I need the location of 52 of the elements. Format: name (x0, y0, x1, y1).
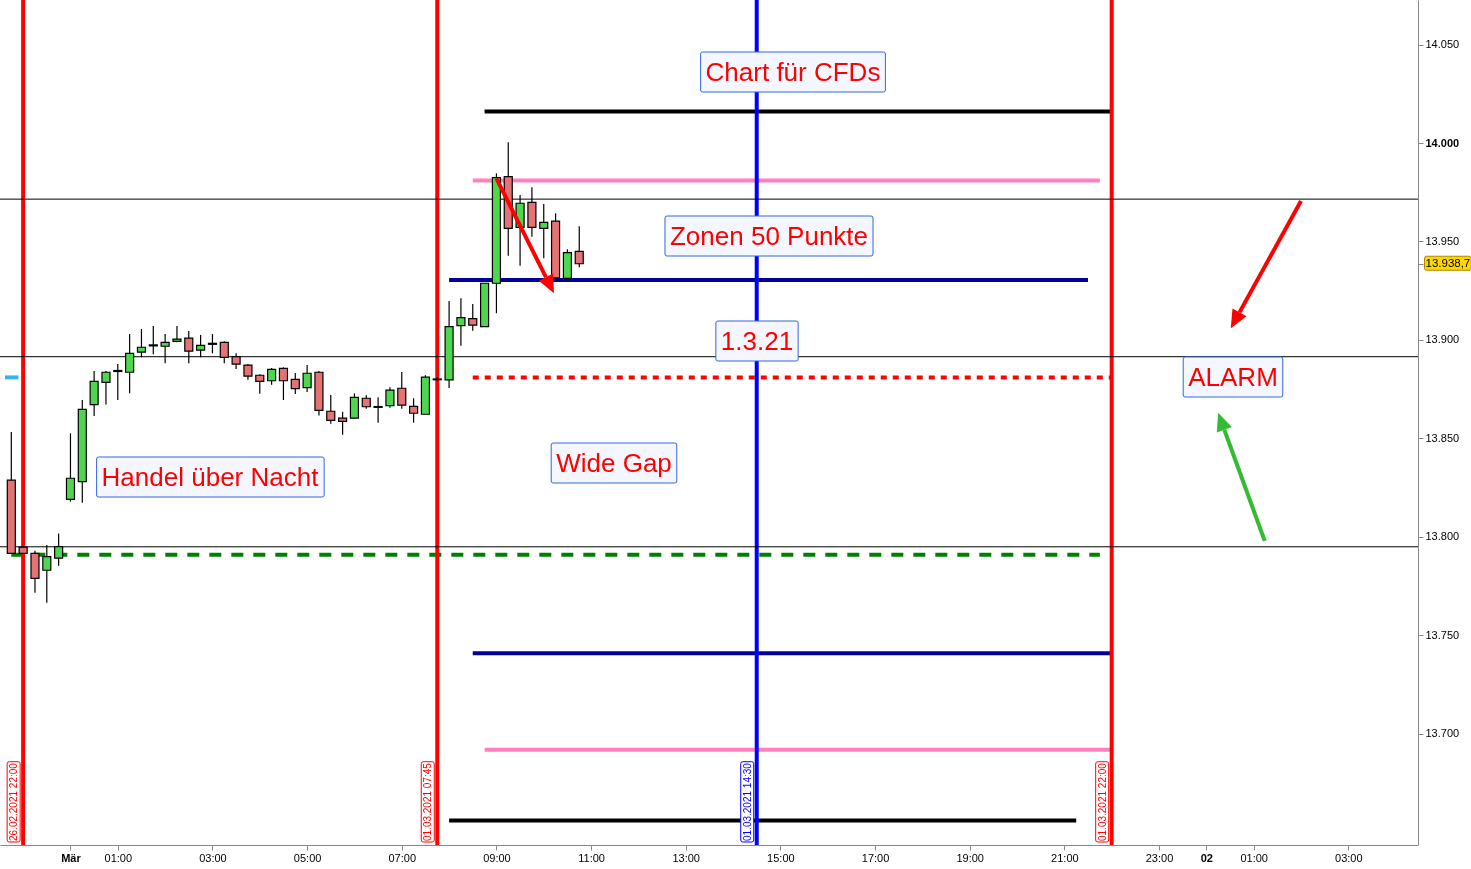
x-tick-label: 03:00 (1335, 851, 1363, 864)
candlestick (302, 364, 312, 393)
y-tick-label: 13.900 (1425, 333, 1460, 346)
y-tick-label: 13.800 (1425, 530, 1460, 543)
candlestick (278, 366, 289, 401)
y-tick-label: 13.750 (1425, 628, 1460, 641)
candlestick (338, 411, 348, 436)
x-tick-label: 21:00 (1051, 851, 1079, 864)
candlestick (574, 225, 584, 268)
x-tick-label: 03:00 (199, 851, 227, 864)
candlestick (148, 325, 158, 355)
x-tick-label: Mär (61, 851, 82, 864)
candlestick (373, 396, 383, 424)
candlestick (290, 372, 300, 395)
candlestick (113, 363, 123, 401)
candlestick (89, 370, 99, 417)
candlestick (326, 394, 336, 425)
candlestick (349, 392, 360, 419)
x-tick-label: 13:00 (672, 851, 700, 864)
candlestick (385, 386, 395, 409)
x-tick-label: 23:00 (1145, 851, 1174, 864)
x-tick-label: 07:00 (388, 851, 417, 864)
x-tick-label: 09:00 (483, 851, 511, 864)
x-tick-label: 01:00 (1240, 851, 1268, 864)
y-tick-label: 14.000 (1425, 136, 1460, 149)
candlestick (539, 203, 549, 259)
candlestick (397, 371, 407, 410)
y-tick-label: 14.050 (1425, 38, 1460, 51)
x-tick-label: 19:00 (956, 851, 984, 864)
annotation: Zonen 50 Punkte (669, 221, 869, 251)
x-tick-label: 17:00 (861, 851, 890, 864)
candlestick (65, 432, 76, 503)
candlestick (409, 397, 419, 424)
annotation: Wide Gap (556, 448, 672, 478)
y-tick-label: 13.850 (1425, 431, 1460, 444)
candlestick (101, 370, 111, 406)
candlestick (172, 325, 182, 343)
y-tick-label: 13.950 (1425, 234, 1460, 247)
annotation: ALARM (1188, 362, 1278, 392)
annotation: Handel über Nacht (101, 462, 320, 492)
candlestick (468, 303, 478, 332)
x-tick-label: 01:00 (104, 851, 133, 864)
x-tick-label: 15:00 (767, 851, 795, 864)
candlestick (456, 297, 466, 347)
x-tick-label: 02 (1200, 851, 1213, 864)
x-tick-label: 05:00 (293, 851, 322, 864)
candlestick (255, 373, 265, 395)
x-tick-label: 11:00 (578, 851, 605, 864)
y-tick-label: 13.700 (1425, 727, 1460, 740)
annotation: Chart für CFDs (705, 57, 881, 87)
candlestick (207, 333, 218, 354)
annotation: 1.3.21 (720, 326, 794, 356)
